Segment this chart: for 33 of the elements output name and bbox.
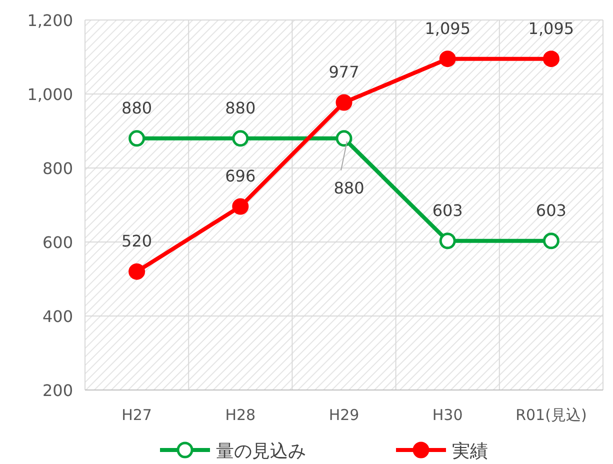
legend-label: 量の見込み [216, 441, 306, 462]
point [232, 198, 249, 215]
point [336, 94, 352, 111]
x-tick-label: H29 [328, 406, 360, 424]
x-tick-label: H27 [122, 406, 152, 424]
data-label: 603 [536, 200, 566, 220]
point [439, 232, 456, 250]
y-tick-label: 600 [42, 233, 73, 252]
y-tick-label: 1,200 [27, 11, 73, 30]
y-tick-label: 400 [42, 307, 73, 326]
point [439, 50, 456, 68]
x-tick-label: H30 [432, 406, 463, 424]
point [336, 130, 352, 147]
y-tick-label: 200 [42, 381, 73, 400]
data-label: 880 [225, 98, 256, 118]
point [542, 232, 560, 250]
data-label: 1,095 [528, 18, 574, 38]
data-label: 696 [225, 166, 256, 186]
data-label: 880 [334, 178, 364, 198]
point [232, 130, 249, 147]
point [542, 50, 560, 68]
data-label: 520 [122, 232, 152, 251]
point [128, 130, 146, 147]
y-tick-label: 1,000 [27, 85, 73, 104]
x-tick-label: H28 [225, 406, 256, 424]
legend-label: 実績 [452, 441, 488, 462]
data-label: 603 [432, 200, 463, 220]
point [128, 263, 146, 280]
y-tick-label: 800 [42, 159, 73, 178]
x-tick-label: R01(見込) [516, 406, 587, 424]
data-label: 977 [328, 62, 360, 82]
data-label: 880 [122, 98, 152, 118]
data-label: 1,095 [424, 18, 471, 38]
